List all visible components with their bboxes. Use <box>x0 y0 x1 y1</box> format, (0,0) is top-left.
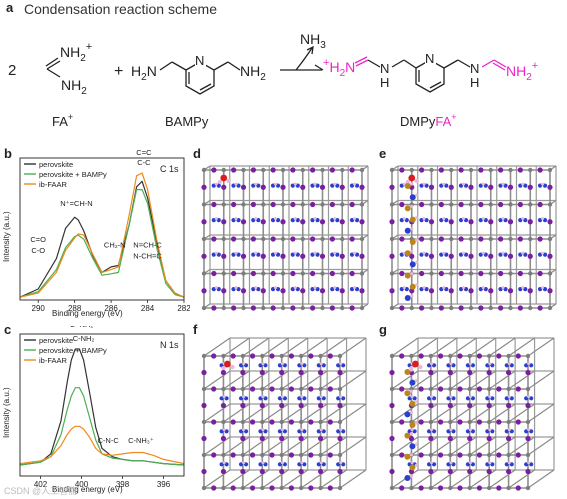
crystal-structure-g <box>389 337 555 491</box>
xps-n1s-chart: Intensity (a.u.) Binding energy (eV) N 1… <box>2 326 185 494</box>
product-nh-left-h: H <box>380 75 389 90</box>
chart-frame <box>19 333 185 477</box>
series-line-1 <box>19 189 185 298</box>
annotation-0: C=C <box>136 150 152 157</box>
annotation-7: N-CH=C <box>133 252 162 261</box>
chart-c-annotations: C=NH₂⁺ C-NH₂ C-N-C C-NH₃⁺ <box>70 326 154 445</box>
bampy-left-group: H2N <box>131 63 157 83</box>
fa-coefficient: 2 <box>8 62 16 79</box>
bampy-right-group: NH2 <box>240 63 266 83</box>
crystal-structure-e <box>389 165 557 311</box>
product-nh-right-n: N <box>470 61 479 76</box>
annotation-3: C-NH₃⁺ <box>128 436 154 445</box>
product-structure <box>354 56 507 93</box>
chart-b-curves <box>19 172 185 298</box>
panel-label-d: d <box>193 146 201 161</box>
annotation-6: N=CH-C <box>133 241 162 250</box>
legend-label-0: perovskite <box>39 160 73 169</box>
x-tick-label: 282 <box>177 304 190 313</box>
series-line-1 <box>19 387 185 466</box>
chart-c-xlabel: Binding energy (eV) <box>52 485 123 494</box>
byproduct-nh3: NH3 <box>300 31 326 51</box>
panel-label-a: a <box>6 0 14 15</box>
bampy-label: BAMPy <box>165 114 209 129</box>
oxygen-atom <box>220 174 228 182</box>
chart-c-title: N 1s <box>160 340 179 350</box>
fa-structure <box>45 57 61 78</box>
annotation-2: C-N-C <box>98 436 120 445</box>
plus-sign: + <box>114 63 123 80</box>
product-ring-n: N <box>425 51 434 66</box>
legend-label-2: ib-FAAR <box>39 180 68 189</box>
chart-c-ylabel: Intensity (a.u.) <box>2 387 11 438</box>
annotation-5: CH₂-N <box>104 241 126 250</box>
x-tick-label: 286 <box>104 304 118 313</box>
chart-b-title: C 1s <box>160 164 179 174</box>
xps-c1s-chart: Intensity (a.u.) Binding energy (eV) C 1… <box>2 150 190 318</box>
product-left-group: +H2N <box>323 57 355 79</box>
panel-label-f: f <box>193 322 198 337</box>
legend-label-1: perovskite + BAMPy <box>39 170 107 179</box>
x-tick-label: 290 <box>32 304 46 313</box>
lattice <box>389 165 557 311</box>
fa-label: FA+ <box>52 112 73 129</box>
product-label: DMPyFA+ <box>400 112 457 129</box>
panel-label-b: b <box>4 146 12 161</box>
x-tick-label: 284 <box>141 304 155 313</box>
crystal-structure-f <box>201 337 367 491</box>
crystal-structure-d <box>201 165 369 311</box>
annotation-4: C-O <box>31 246 45 255</box>
chart-c-ticks: 402 400 398 396 <box>34 476 171 489</box>
annotation-3: C=O <box>30 235 46 244</box>
bampy-ring-n: N <box>195 53 204 68</box>
series-line-0 <box>19 348 185 466</box>
x-tick-label: 398 <box>116 480 130 489</box>
reaction-arrow <box>280 45 324 71</box>
product-nh-right-h: H <box>470 75 479 90</box>
chart-b-ticks: 290 288 286 284 282 <box>32 300 190 313</box>
oxygen-atom <box>412 360 419 368</box>
annotation-2: N⁺=CH-N <box>60 199 93 208</box>
product-right-group: NH2+ <box>506 60 538 83</box>
oxygen-atom <box>408 174 416 182</box>
legend-label-0: perovskite <box>39 336 73 345</box>
x-tick-label: 288 <box>68 304 82 313</box>
chart-b-xlabel: Binding energy (eV) <box>52 309 123 318</box>
legend-label-2: ib-FAAR <box>39 356 68 365</box>
watermark: CSDN @人工智能 <box>4 486 78 496</box>
annotation-0: C=NH₂⁺ <box>70 326 98 329</box>
panel-label-g: g <box>379 322 387 337</box>
fa-top-group: NH2+ <box>60 41 92 64</box>
legend-label-1: perovskite + BAMPy <box>39 346 107 355</box>
chart-b-annotations: C=CC-C N⁺=CH-N C=O C-O CH₂-N N=CH-C N-CH=C <box>30 150 162 261</box>
chart-b-ylabel: Intensity (a.u.) <box>2 211 11 262</box>
annotation-1: C-NH₂ <box>73 334 95 343</box>
annotation-1: C-C <box>137 158 151 167</box>
x-tick-label: 402 <box>34 480 48 489</box>
product-nh-left-n: N <box>380 61 389 76</box>
series-line-2 <box>19 172 185 298</box>
x-tick-label: 396 <box>157 480 171 489</box>
oxygen-atom <box>224 360 231 368</box>
bampy-chain <box>404 182 419 301</box>
fa-bottom-group: NH2 <box>61 77 87 97</box>
scheme-title: Condensation reaction scheme <box>24 1 218 17</box>
chart-c-curves <box>19 348 185 466</box>
panel-label-e: e <box>379 146 387 161</box>
chart-frame <box>19 157 185 301</box>
x-tick-label: 400 <box>75 480 89 489</box>
lattice <box>201 165 369 311</box>
panel-label-c: c <box>4 322 12 337</box>
bampy-chain <box>404 368 419 481</box>
reaction-scheme: 2 NH2+ NH2 FA+ + H2N N NH2 BAMPy NH3 +H2… <box>8 31 538 129</box>
lattice <box>201 337 367 491</box>
series-line-2 <box>19 425 185 465</box>
